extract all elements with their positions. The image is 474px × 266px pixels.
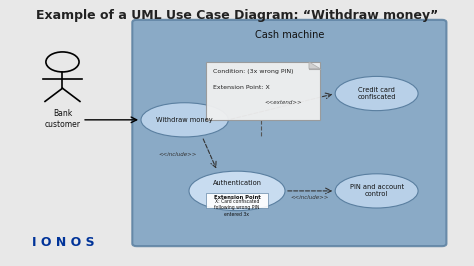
Text: <<include>>: <<include>> bbox=[159, 152, 197, 157]
Ellipse shape bbox=[335, 174, 418, 208]
Ellipse shape bbox=[141, 103, 228, 137]
Text: Withdraw money: Withdraw money bbox=[156, 117, 213, 123]
Ellipse shape bbox=[189, 171, 285, 211]
Text: Credit card
confiscated: Credit card confiscated bbox=[357, 87, 396, 100]
Text: Bank
customer: Bank customer bbox=[45, 109, 81, 129]
Text: <<extend>>: <<extend>> bbox=[264, 100, 301, 105]
Text: Extension Point: Extension Point bbox=[214, 195, 260, 200]
Text: X: Card confiscated
following wrong PIN
entered 3x: X: Card confiscated following wrong PIN … bbox=[214, 199, 260, 217]
Text: I O N O S: I O N O S bbox=[32, 236, 94, 249]
FancyBboxPatch shape bbox=[132, 20, 447, 246]
Polygon shape bbox=[309, 62, 320, 69]
Text: PIN and account
control: PIN and account control bbox=[349, 184, 404, 197]
Ellipse shape bbox=[335, 76, 418, 111]
Text: Example of a UML Use Case Diagram: “Withdraw money”: Example of a UML Use Case Diagram: “With… bbox=[36, 9, 438, 22]
Text: Condition: (3x wrong PIN)

Extension Point: X: Condition: (3x wrong PIN) Extension Poin… bbox=[213, 69, 293, 90]
FancyBboxPatch shape bbox=[207, 62, 320, 120]
FancyBboxPatch shape bbox=[207, 193, 267, 208]
Text: Cash machine: Cash machine bbox=[255, 30, 324, 40]
Text: <<include>>: <<include>> bbox=[291, 195, 329, 200]
Text: Authentication: Authentication bbox=[212, 180, 262, 186]
